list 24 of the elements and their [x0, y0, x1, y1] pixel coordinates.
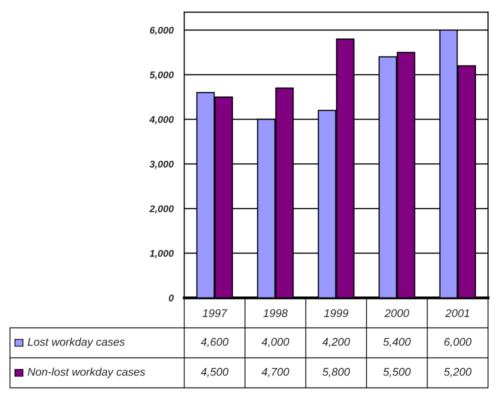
x-tick-label: 2001 [445, 309, 470, 318]
data-label: 4,000 [262, 338, 290, 348]
y-tick-label: 4,000 [149, 116, 174, 124]
y-tick-label: 3,000 [150, 160, 174, 169]
y-tick-label: 6,000 [150, 26, 174, 36]
data-label: 4,600 [200, 338, 228, 348]
y-tick-label: 0 [168, 294, 174, 302]
data-label: 6,000 [444, 338, 472, 348]
legend-label: Non-lost workday cases [28, 368, 146, 378]
x-tick-label: 2000 [384, 309, 410, 318]
data-label: 5,400 [383, 338, 411, 348]
data-label: 5,200 [444, 368, 472, 378]
y-tick-label: 2,000 [149, 205, 174, 214]
legend-label: Lost workday cases [28, 338, 125, 348]
data-label: 4,500 [200, 368, 228, 378]
x-tick-label: 1997 [202, 309, 228, 318]
y-tick-label: 5,000 [150, 71, 174, 80]
data-label: 5,800 [322, 368, 350, 378]
data-label: 5,500 [383, 368, 411, 378]
y-tick-label: 1,000 [150, 250, 174, 258]
data-label: 4,200 [322, 338, 350, 348]
data-label: 4,700 [262, 368, 290, 378]
x-tick-label: 1998 [263, 309, 288, 318]
x-tick-label: 1999 [324, 309, 348, 318]
